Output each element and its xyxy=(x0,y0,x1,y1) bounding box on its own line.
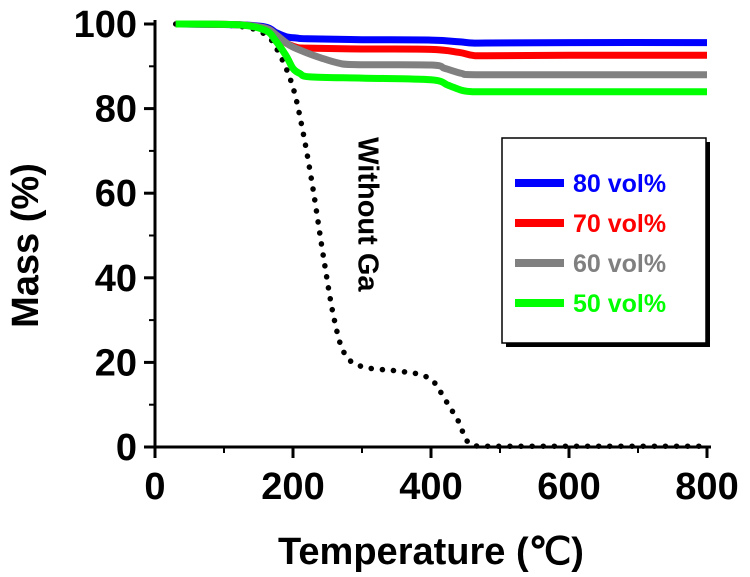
legend-label: 50 vol% xyxy=(573,290,666,318)
x-tick-label: 800 xyxy=(675,466,738,508)
x-tick-label: 200 xyxy=(261,466,324,508)
y-tick-label: 0 xyxy=(116,427,137,469)
y-axis-label: Mass (%) xyxy=(5,163,47,328)
y-tick-label: 20 xyxy=(95,342,137,384)
series-line-50-vol xyxy=(175,20,707,96)
legend-label: 70 vol% xyxy=(573,210,666,238)
x-tick-label: 0 xyxy=(144,466,165,508)
legend: 80 vol% 70 vol% 60 vol% 50 vol% xyxy=(501,137,710,347)
y-tick-label: 60 xyxy=(95,173,137,215)
annotation-without-ga: Without Ga xyxy=(352,137,384,292)
y-tick-label: 100 xyxy=(74,4,137,46)
x-tick-label: 600 xyxy=(537,466,600,508)
legend-label: 80 vol% xyxy=(573,170,666,198)
y-axis: 0 20 40 60 80 100 xyxy=(74,4,155,469)
legend-label: 60 vol% xyxy=(573,250,666,278)
y-tick-label: 40 xyxy=(95,258,137,300)
legend-box xyxy=(501,137,707,344)
x-tick-label: 400 xyxy=(399,466,462,508)
series-layer xyxy=(172,20,710,450)
plot-frame xyxy=(153,20,711,449)
x-axis: 0 200 400 600 800 xyxy=(144,447,739,508)
y-tick-label: 80 xyxy=(95,89,137,131)
x-axis-label: Temperature (℃) xyxy=(278,531,584,573)
